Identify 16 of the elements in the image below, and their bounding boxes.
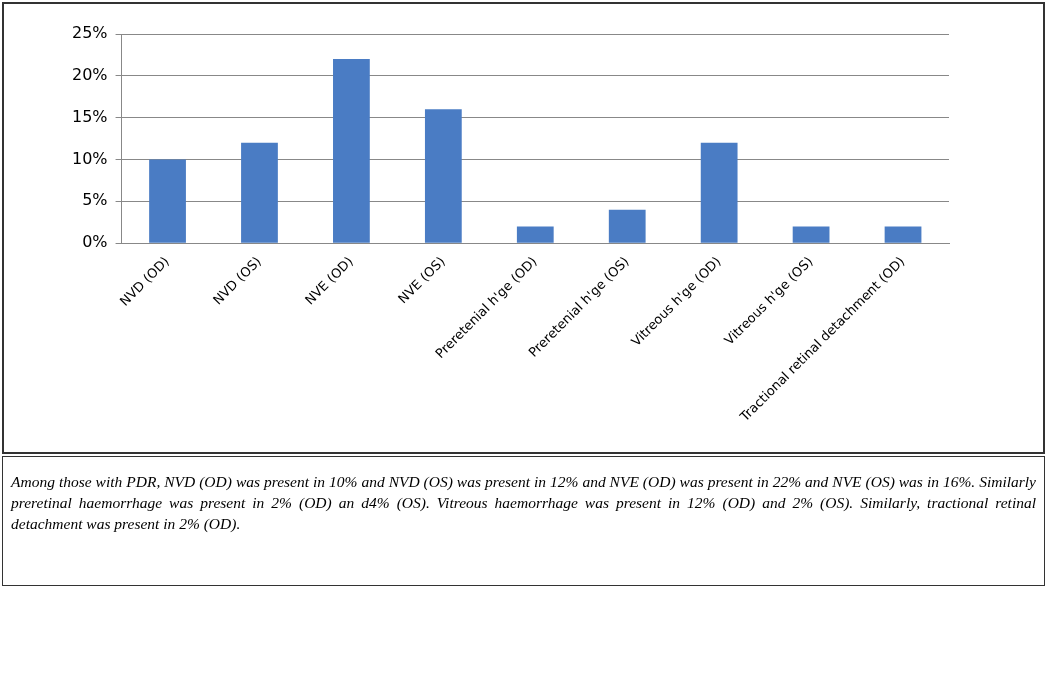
bar — [792, 226, 830, 243]
bar — [149, 159, 186, 243]
bar — [241, 142, 278, 243]
y-tick-label: 25% — [72, 23, 108, 43]
bar — [608, 209, 646, 243]
bar — [424, 109, 462, 243]
y-tick-label: 15% — [72, 106, 108, 126]
y-tick-label: 10% — [72, 148, 108, 168]
bar — [516, 226, 554, 243]
y-tick-label: 5% — [82, 190, 108, 210]
bar — [333, 59, 370, 243]
text: Among those with PDR, NVD (OD) was present in 10% and NVD (OS) was present in 12% and NVE (OD) was present in 22% and NVE (OS) was in 16%. Similarly preretinal haemorrhage was present in 2% (OD) an d4% (OS). Vitreous haemorrhage was present in 12% (OD) and 2% (OS). Similarly, tractional retinal detachment was present in 2% (OD). — [11, 472, 1036, 534]
bar — [884, 226, 922, 243]
y-tick-label: 0% — [82, 232, 108, 252]
y-tick-label: 20% — [72, 64, 108, 84]
bar — [700, 142, 738, 243]
